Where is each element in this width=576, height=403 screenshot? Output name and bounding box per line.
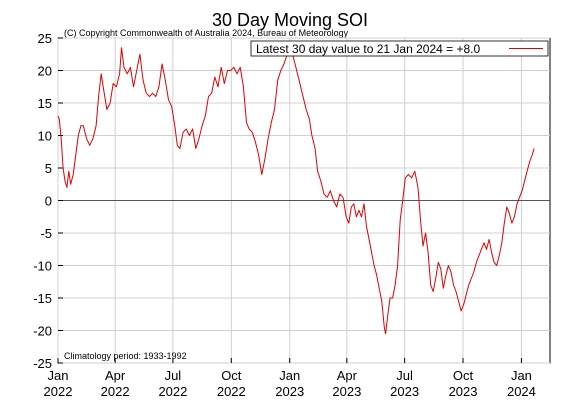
y-tick-label: -25 bbox=[33, 356, 52, 371]
x-tick-label-month: Jan bbox=[511, 368, 532, 383]
x-tick-label-year: 2023 bbox=[332, 384, 361, 399]
x-tick-label-year: 2024 bbox=[507, 384, 536, 399]
y-tick-label: 15 bbox=[38, 96, 52, 111]
legend: Latest 30 day value to 21 Jan 2024 = +8.… bbox=[250, 40, 549, 57]
copyright-text: (C) Copyright Commonwealth of Australia … bbox=[64, 28, 349, 38]
y-tick-label: 0 bbox=[45, 194, 52, 209]
legend-label: Latest 30 day value to 21 Jan 2024 = +8.… bbox=[256, 42, 481, 56]
y-tick-label: 5 bbox=[45, 161, 52, 176]
x-tick-label-year: 2022 bbox=[44, 384, 73, 399]
soi-series-line bbox=[57, 47, 535, 335]
y-tick-label: 25 bbox=[38, 31, 52, 46]
y-tick-label: -10 bbox=[33, 259, 52, 274]
y-tick-label: -20 bbox=[33, 324, 52, 339]
x-tick-label-year: 2023 bbox=[390, 384, 419, 399]
x-tick-label-year: 2023 bbox=[275, 384, 304, 399]
x-tick-label-month: Apr bbox=[105, 368, 126, 383]
y-axis-ticks: 25 20 15 10 5 0 -5 -10 -15 -20 -25 bbox=[33, 31, 63, 371]
x-tick-label-month: Jan bbox=[279, 368, 300, 383]
series-layer bbox=[57, 47, 535, 335]
x-tick-label-month: Apr bbox=[337, 368, 358, 383]
x-tick-label-month: Oct bbox=[453, 368, 474, 383]
x-tick-label-year: 2023 bbox=[449, 384, 478, 399]
y-tick-label: -5 bbox=[40, 226, 52, 241]
x-tick-label-year: 2022 bbox=[101, 384, 130, 399]
x-tick-label-month: Jul bbox=[396, 368, 413, 383]
y-tick-label: 10 bbox=[38, 129, 52, 144]
x-tick-label-year: 2022 bbox=[158, 384, 187, 399]
climatology-footnote: Climatology period: 1933-1992 bbox=[64, 351, 187, 361]
x-axis-ticks: Jan2022Apr2022Jul2022Oct2022Jan2023Apr20… bbox=[44, 358, 536, 399]
chart-title: 30 Day Moving SOI bbox=[212, 10, 368, 30]
y-tick-label: 20 bbox=[38, 64, 52, 79]
x-tick-label-month: Jan bbox=[48, 368, 69, 383]
x-tick-label-year: 2022 bbox=[217, 384, 246, 399]
y-tick-label: -15 bbox=[33, 291, 52, 306]
legend-box bbox=[250, 40, 549, 57]
x-tick-label-month: Jul bbox=[165, 368, 182, 383]
x-tick-label-month: Oct bbox=[221, 368, 242, 383]
